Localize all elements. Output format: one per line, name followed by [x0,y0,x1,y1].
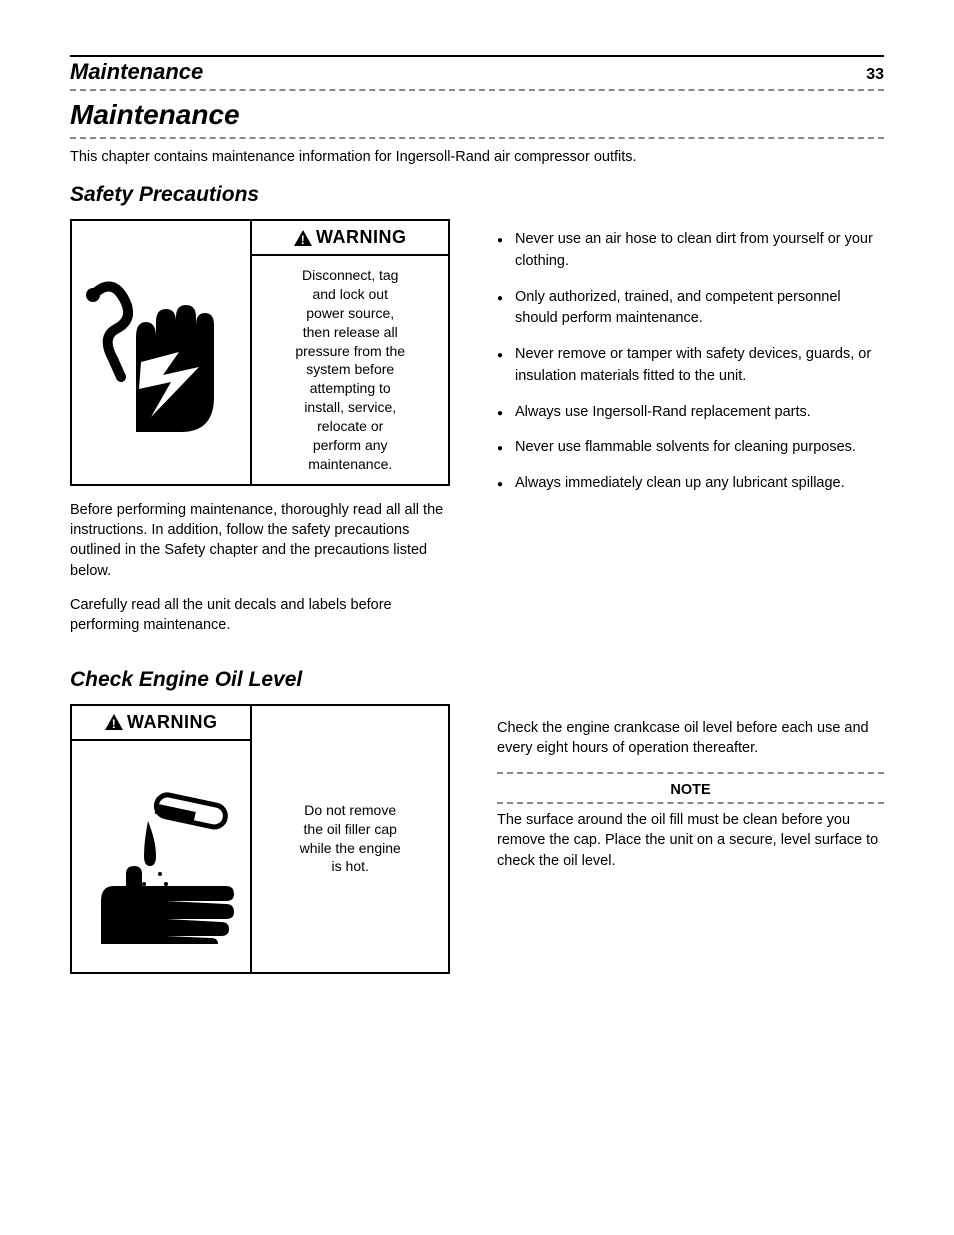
wb-line: attempting to [295,379,405,398]
rule-top [70,55,884,57]
wb-line: then release all [295,323,405,342]
safety-bullets: Never use an air hose to clean dirt from… [497,229,884,495]
safety-heading: Safety Precautions [70,183,884,207]
note-text: The surface around the oil fill must be … [497,810,884,871]
safety-left-col: ! WARNING Disconnect, tag and lock out p… [70,219,457,650]
oil-two-column: ! WARNING [70,704,884,974]
list-item: Never remove or tamper with safety devic… [515,344,884,388]
list-item: Never use flammable solvents for cleanin… [515,437,884,459]
list-item: Never use an air hose to clean dirt from… [515,229,884,273]
svg-text:!: ! [301,233,306,246]
warning-card-shock: ! WARNING Disconnect, tag and lock out p… [70,219,450,486]
wb-line: pressure from the [295,342,405,361]
oil-right-col: Check the engine crankcase oil level bef… [497,704,884,974]
warning-label-2: ! WARNING [72,706,250,741]
wb-line: relocate or [295,417,405,436]
wb2-line: is hot. [300,857,401,876]
warning-icon-cell [72,221,252,484]
note-block: NOTE The surface around the oil fill mus… [497,772,884,871]
safety-para-1: Before performing maintenance, thoroughl… [70,500,457,581]
safety-two-column: ! WARNING Disconnect, tag and lock out p… [70,219,884,650]
wb-line: perform any [295,436,405,455]
header-row: Maintenance 33 [70,59,884,85]
warning-body-2: Do not remove the oil filler cap while t… [252,706,448,972]
rule-dashed-1 [70,89,884,91]
wb2-line: while the engine [300,839,401,858]
warning-text-cell: ! WARNING Disconnect, tag and lock out p… [252,221,448,484]
warning-left-cell: ! WARNING [72,706,252,972]
warning-label-text: WARNING [316,227,407,248]
oil-heading: Check Engine Oil Level [70,668,884,692]
warning-right-cell: Do not remove the oil filler cap while t… [252,706,448,972]
warning-triangle-icon: ! [105,714,123,730]
warning-card-caustic: ! WARNING [70,704,450,974]
oil-left-col: ! WARNING [70,704,457,974]
list-item: Always immediately clean up any lubrican… [515,473,884,495]
wb-line: install, service, [295,398,405,417]
note-rule-bottom [497,802,884,804]
warning-pictogram-cell [72,741,250,972]
oil-para: Check the engine crankcase oil level bef… [497,718,884,759]
wb-line: and lock out [295,285,405,304]
warning-body: Disconnect, tag and lock out power sourc… [252,256,448,484]
chapter-title: Maintenance [70,59,203,85]
wb2-line: the oil filler cap [300,820,401,839]
warning-label-2-text: WARNING [127,712,218,733]
wb-line: power source, [295,304,405,323]
warning-label: ! WARNING [252,221,448,256]
safety-para-2: Carefully read all the unit decals and l… [70,595,457,636]
wb-line: Disconnect, tag [295,266,405,285]
rule-dashed-2 [70,137,884,139]
svg-text:!: ! [112,717,117,730]
shock-hand-icon [81,267,241,437]
wb-line: system before [295,360,405,379]
page-number: 33 [866,66,884,84]
note-rule-top [497,772,884,774]
list-item: Only authorized, trained, and competent … [515,287,884,331]
section-title: Maintenance [70,99,884,131]
list-item: Always use Ingersoll-Rand replacement pa… [515,402,884,424]
note-label: NOTE [497,782,884,798]
intro-text: This chapter contains maintenance inform… [70,149,884,165]
wb-line: maintenance. [295,455,405,474]
warning-triangle-icon: ! [294,230,312,246]
caustic-hand-icon [86,766,236,946]
page: Maintenance 33 Maintenance This chapter … [0,0,954,1235]
safety-right-col: Never use an air hose to clean dirt from… [497,219,884,650]
wb2-line: Do not remove [300,801,401,820]
